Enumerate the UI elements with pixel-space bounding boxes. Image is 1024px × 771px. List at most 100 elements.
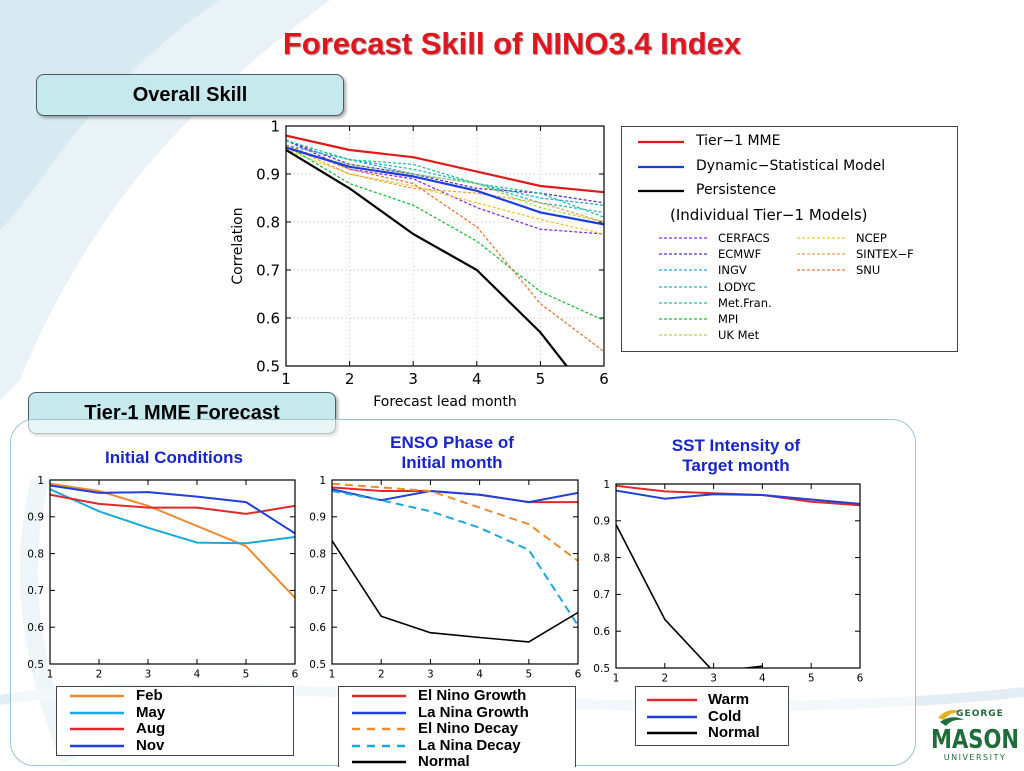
legend-item-ecmwf: ECMWF — [658, 247, 761, 261]
legend-label-snu: SNU — [856, 263, 881, 278]
x-tick-label: 2 — [661, 673, 668, 685]
legend-item-initial-feb: Feb — [69, 687, 163, 705]
x-tick-label: 6 — [292, 669, 299, 681]
y-tick-label: 0.9 — [309, 512, 326, 524]
legend-swatch-dynamic — [638, 165, 684, 169]
legend-swatch-el-nino-decay — [352, 727, 406, 731]
legend-swatch-el-nino-growth — [352, 694, 406, 698]
legend-swatch-aug — [70, 727, 124, 731]
legend-swatch-mme — [638, 140, 684, 144]
series-line-uk-met — [286, 149, 604, 223]
plot-frame — [331, 479, 579, 665]
x-tick-label: 5 — [243, 669, 250, 681]
legend-item-enso-el-nino-decay: El Nino Decay — [351, 720, 519, 738]
legend-label-nov: Nov — [136, 736, 165, 754]
legend-item-enso-normal: Normal — [351, 753, 470, 771]
legend-item-sst-cold: Cold — [646, 707, 742, 726]
x-tick-label: 6 — [575, 669, 582, 681]
legend-item-enso-la-nina-growth: La Nina Growth — [351, 703, 529, 722]
legend-label-normal: Normal — [708, 724, 760, 741]
y-tick-label: 0.5 — [309, 659, 326, 671]
legend-swatch-lodyc — [659, 285, 707, 288]
legend-swatch-persistence — [638, 189, 684, 193]
y-tick-label: 1 — [603, 479, 610, 491]
series-line-sintex-f — [286, 144, 604, 223]
plot-area — [616, 484, 860, 668]
x-tick-label: 4 — [759, 673, 766, 685]
legend-item-mpi: MPI — [658, 312, 738, 326]
series-line-lodyc — [286, 144, 604, 214]
legend-item-initial-may: May — [69, 704, 165, 722]
y-tick-label: 0.5 — [256, 357, 280, 375]
series-line-normal — [332, 540, 578, 643]
legend-label-met-fran: Met.Fran. — [718, 295, 772, 310]
legend-swatch-uk-met — [659, 334, 707, 336]
legend-swatch-la-nina-growth — [352, 711, 406, 715]
legend-label-normal: Normal — [418, 753, 470, 770]
legend-individual-heading: (Individual Tier−1 Models) — [670, 206, 868, 224]
logo-george-text: GEORGE — [956, 709, 1004, 719]
legend-swatch-la-nina-decay — [352, 744, 406, 748]
legend-item-enso-el-nino-growth: El Nino Growth — [351, 687, 527, 705]
y-tick-label: 0.7 — [593, 589, 610, 601]
series-line-ncep — [286, 149, 604, 235]
plot-frame — [285, 125, 605, 367]
x-tick-label: 4 — [476, 669, 483, 681]
legend-label-dynamic: Dynamic−Statistical Model — [696, 158, 886, 174]
logo-graphic: GEORGE MASON UNIVERSITY — [931, 709, 1019, 762]
legend-swatch-ncep — [797, 237, 845, 239]
y-tick-label: 0.7 — [27, 585, 44, 597]
series-line-dynamic-statistical-model — [286, 146, 604, 226]
legend-swatch-warm — [647, 698, 697, 702]
legend-item-persistence: Persistence — [636, 182, 776, 198]
enso-phase-chart: 0.5 0.6 0.7 0.8 0.9 1 1 2 3 4 5 6 — [309, 475, 582, 681]
sst-intensity-chart: 0.5 0.6 0.7 0.8 0.9 1 1 2 3 4 5 6 — [593, 479, 863, 685]
legend-label-sintex-f: SINTEX−F — [856, 247, 914, 262]
plot-frame — [615, 483, 861, 669]
legend-label-warm: Warm — [708, 691, 750, 708]
x-tick-label: 3 — [408, 370, 418, 388]
legend-label-lodyc: LODYC — [718, 279, 756, 294]
legend-label-la-nina-growth: La Nina Growth — [418, 703, 529, 721]
overall-skill-label: Overall Skill — [132, 83, 248, 106]
x-tick-label: 1 — [329, 669, 336, 681]
series-line-aug — [50, 493, 295, 515]
x-tick-label: 3 — [427, 669, 434, 681]
initial-conditions-chart: 0.5 0.6 0.7 0.8 0.9 1 1 2 3 4 5 6 — [27, 475, 299, 681]
y-tick-label: 0.8 — [309, 548, 326, 560]
y-tick-label: 0.6 — [27, 622, 44, 634]
enso-legend: El Nino Growth La Nina Growth El Nino Deca… — [338, 686, 576, 770]
series-line-el-nino-decay — [332, 482, 578, 562]
legend-label-el-nino-growth: El Nino Growth — [418, 687, 527, 704]
legend-swatch-cerfacs — [659, 237, 707, 239]
legend-label-ncep: NCEP — [856, 231, 887, 245]
legend-swatch-normal — [647, 731, 697, 735]
y-tick-label: 1 — [319, 475, 326, 487]
y-tick-label: 0.6 — [256, 309, 280, 327]
legend-label-cold: Cold — [708, 707, 742, 725]
legend-item-sst-warm: Warm — [646, 691, 750, 709]
y-tick-label: 0.8 — [593, 552, 610, 564]
x-tick-label: 5 — [808, 673, 815, 685]
y-tick-label: 0.7 — [256, 261, 280, 279]
sst-intensity-title-line2: Target month — [682, 456, 790, 475]
enso-phase-title: ENSO Phase of Initial month — [352, 433, 552, 473]
y-tick-label: 0.8 — [256, 213, 280, 231]
legend-swatch-cold — [647, 715, 697, 719]
legend-swatch-ingv — [659, 269, 707, 272]
series-line-met-fran — [286, 139, 604, 218]
plot-frame — [49, 479, 296, 665]
legend-item-uk-met: UK Met — [658, 328, 759, 342]
george-mason-logo: GEORGE MASON UNIVERSITY — [928, 704, 1020, 764]
y-tick-label: 0.6 — [309, 622, 326, 634]
legend-label-ecmwf: ECMWF — [718, 247, 762, 262]
legend-swatch-may — [70, 711, 124, 715]
legend-label-el-nino-decay: El Nino Decay — [418, 720, 519, 737]
x-tick-label: 1 — [613, 673, 620, 685]
enso-phase-title-line1: ENSO Phase of — [390, 433, 514, 452]
legend-item-sst-normal: Normal — [646, 724, 760, 742]
overall-skill-chart: 0.5 0.6 0.7 0.8 0.9 1 1 2 3 4 5 6 Forecast lead mont… — [230, 118, 609, 410]
plot-area — [332, 480, 578, 664]
x-tick-label: 4 — [472, 370, 482, 388]
legend-label-la-nina-decay: La Nina Decay — [418, 736, 521, 754]
